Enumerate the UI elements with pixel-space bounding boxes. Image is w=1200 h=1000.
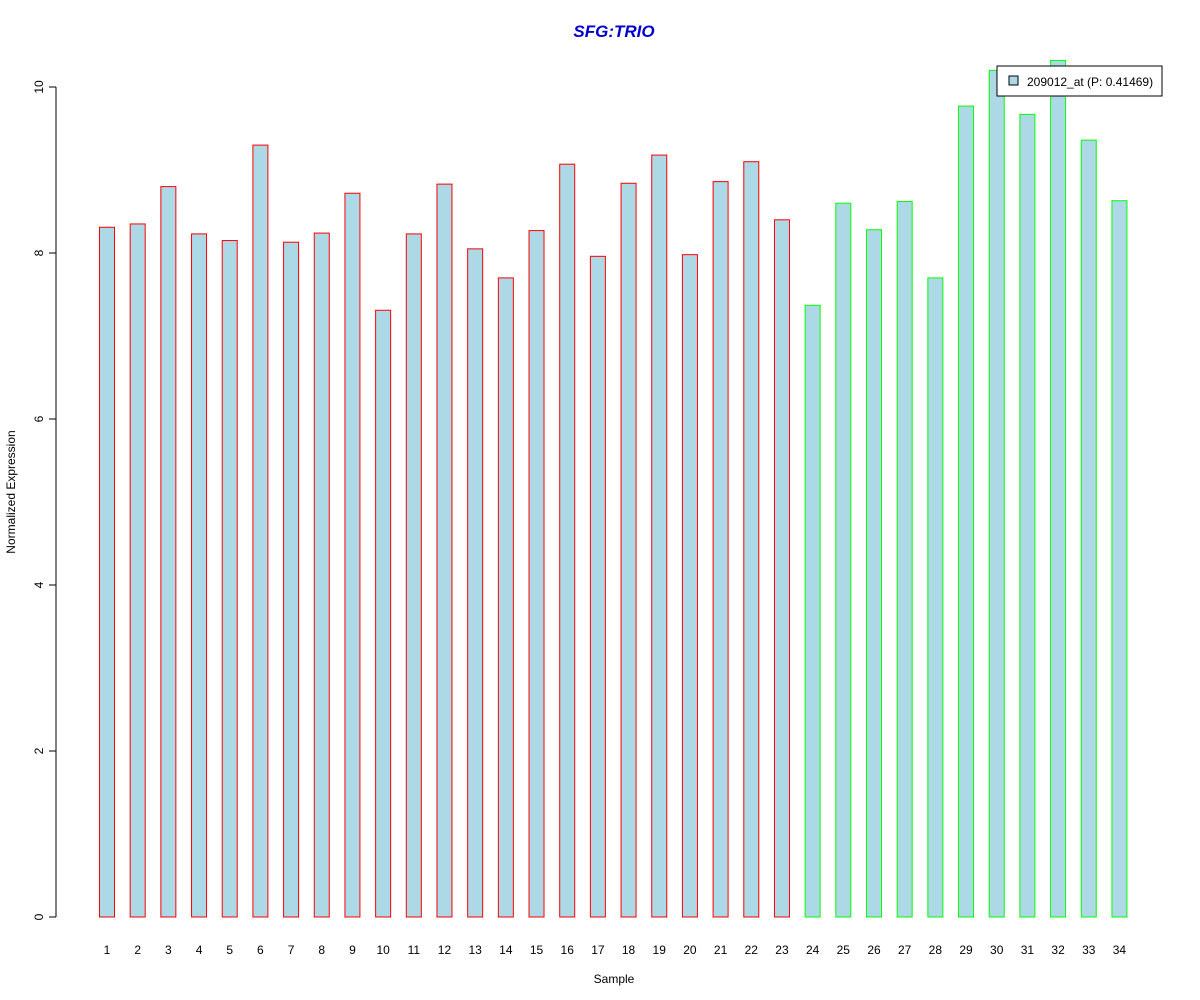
bar-sample-1	[99, 226, 115, 918]
bar-sample-31	[1019, 113, 1036, 918]
x-tick-label: 29	[959, 943, 973, 957]
bar-sample-6	[252, 144, 269, 918]
bar-sample-17	[589, 255, 606, 918]
bars-group	[99, 59, 1128, 918]
x-tick-label: 16	[561, 943, 575, 957]
x-tick-label: 27	[898, 943, 912, 957]
x-tick-label: 14	[499, 943, 513, 957]
x-tick-label: 28	[929, 943, 943, 957]
x-axis-title: Sample	[594, 972, 635, 986]
x-tick-label: 19	[653, 943, 667, 957]
bar-sample-32	[1050, 59, 1067, 918]
x-tick-label: 6	[257, 943, 264, 957]
x-tick-label: 5	[226, 943, 233, 957]
y-tick-label: 2	[32, 747, 46, 754]
x-tick-label: 15	[530, 943, 544, 957]
x-tick-label: 33	[1082, 943, 1096, 957]
bar-sample-11	[405, 233, 422, 918]
y-tick-label: 10	[32, 80, 46, 94]
bar-sample-12	[436, 183, 453, 918]
x-tick-label: 17	[591, 943, 605, 957]
legend: 209012_at (P: 0.41469)	[996, 65, 1163, 97]
bar-sample-14	[497, 277, 514, 918]
y-tick-label: 8	[32, 249, 46, 256]
bar-sample-13	[467, 248, 484, 918]
x-tick-label: 4	[196, 943, 203, 957]
x-tick-label: 20	[683, 943, 697, 957]
bar-sample-24	[804, 304, 821, 918]
bar-sample-9	[344, 192, 361, 918]
bar-sample-8	[313, 232, 330, 918]
x-tick-label: 11	[408, 943, 421, 957]
x-tick-label: 13	[468, 943, 482, 957]
y-tick-label: 0	[32, 913, 46, 920]
x-tick-label: 24	[806, 943, 820, 957]
x-tick-label: 30	[990, 943, 1004, 957]
x-tick-label: 26	[867, 943, 881, 957]
x-tick-label: 12	[438, 943, 452, 957]
bar-sample-2	[129, 223, 146, 918]
bar-sample-3	[160, 186, 177, 918]
bar-sample-23	[773, 219, 790, 918]
x-tick-label: 3	[165, 943, 172, 957]
bar-sample-21	[712, 181, 729, 918]
bar-sample-18	[620, 182, 637, 918]
x-tick-label: 34	[1113, 943, 1127, 957]
chart-title: SFG:TRIO	[573, 22, 654, 41]
y-tick-label: 6	[32, 415, 46, 422]
bar-sample-4	[191, 233, 208, 918]
legend-swatch	[1008, 75, 1019, 86]
x-tick-label: 25	[837, 943, 851, 957]
bar-sample-7	[283, 241, 300, 918]
legend-label: 209012_at (P: 0.41469)	[1027, 75, 1153, 89]
bar-sample-26	[866, 229, 882, 918]
bar-sample-25	[835, 202, 852, 918]
x-axis-tick-labels: 1 2 3 4 5 6 7 8 9 10 11 12 13 14 15 16 17 18 19 20 21 22 23 24 2…	[104, 943, 1127, 957]
bar-sample-22	[743, 161, 760, 918]
bar-sample-20	[681, 254, 698, 918]
x-tick-label: 32	[1051, 943, 1065, 957]
bar-sample-16	[559, 163, 576, 918]
bar-sample-34	[1111, 200, 1128, 918]
x-tick-label: 23	[775, 943, 789, 957]
bar-sample-33	[1080, 139, 1097, 918]
x-tick-label: 7	[288, 943, 295, 957]
x-tick-label: 31	[1021, 943, 1035, 957]
bar-sample-27	[896, 201, 913, 918]
x-tick-label: 18	[622, 943, 636, 957]
x-tick-label: 22	[745, 943, 759, 957]
legend-box	[996, 65, 1163, 97]
x-tick-label: 1	[104, 943, 111, 957]
x-tick-label: 8	[318, 943, 325, 957]
y-axis-title: Normalized Expression	[4, 430, 18, 553]
bar-sample-10	[375, 309, 392, 918]
x-tick-label: 2	[134, 943, 141, 957]
x-tick-label: 9	[349, 943, 356, 957]
bar-sample-5	[221, 240, 238, 918]
y-tick-label: 4	[32, 581, 46, 588]
x-tick-label: 10	[376, 943, 390, 957]
bar-sample-29	[958, 105, 975, 918]
y-axis: 0 2 4 6 8 10	[32, 80, 57, 920]
bar-sample-19	[651, 154, 668, 918]
bar-sample-15	[528, 230, 545, 918]
bar-sample-30	[988, 69, 1005, 918]
x-tick-label: 21	[714, 943, 728, 957]
bar-sample-28	[927, 277, 944, 918]
